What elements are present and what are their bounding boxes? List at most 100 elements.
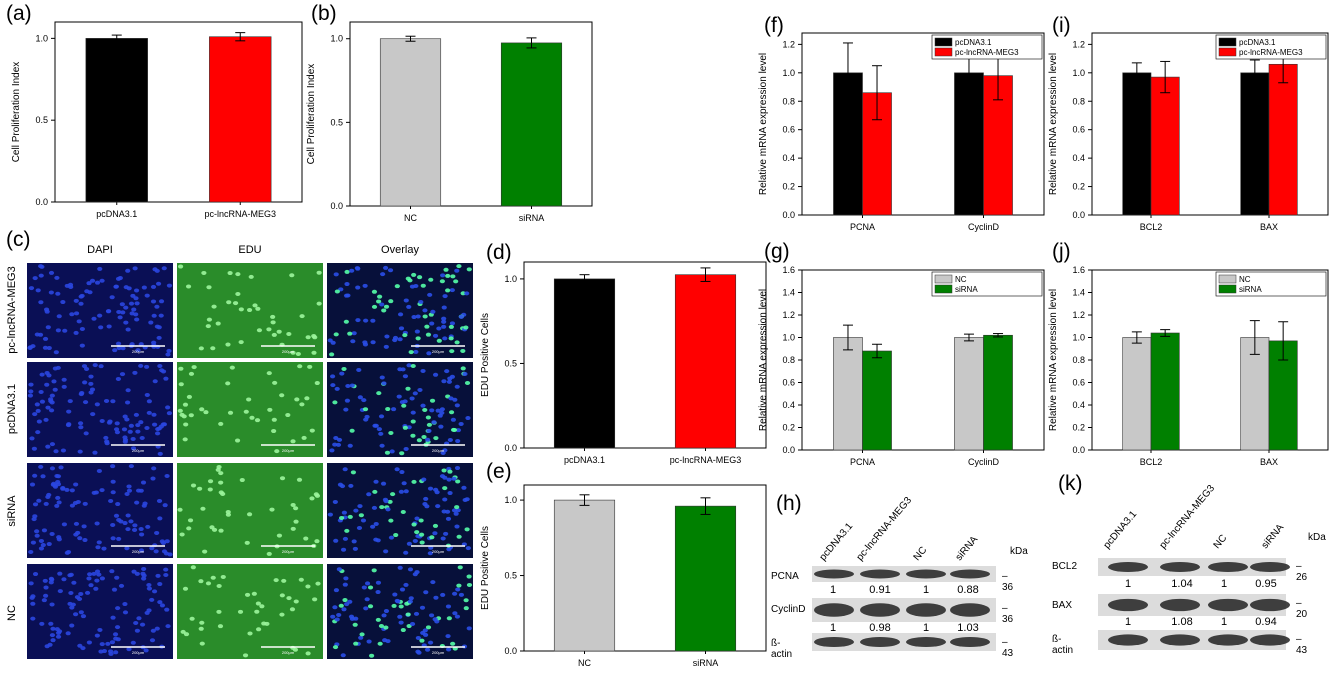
chart-b: 0.0 0.5 1.0 Cell Proliferation Index NC siRNA xyxy=(306,21,593,223)
blot-row-label: PCNA xyxy=(771,571,799,582)
column-header-overlay: Overlay xyxy=(381,244,419,256)
chart-g: 0.0 0.2 0.4 0.6 0.8 1.0 1.2 1.4 1.6 Relative mRNA… xyxy=(758,265,1045,467)
plot-frame xyxy=(1091,32,1329,216)
y-tick-label: 1.0 xyxy=(1072,333,1085,343)
y-axis-label: Cell Proliferation Index xyxy=(306,64,317,165)
y-tick-label: 1.6 xyxy=(1072,265,1085,275)
y-tick-label: 0.2 xyxy=(1072,182,1085,192)
bar xyxy=(553,499,616,652)
blot-row-label: ß-actin xyxy=(771,638,793,660)
bar xyxy=(983,334,1013,451)
y-tick-label: 0.6 xyxy=(1072,125,1085,135)
band-value: 1 xyxy=(1124,578,1132,590)
y-tick-label: 0.5 xyxy=(504,358,517,368)
bar xyxy=(1150,332,1180,451)
bar xyxy=(85,38,148,203)
column-header-dapi: DAPI xyxy=(87,244,113,256)
y-axis-label: Relative mRNA expression level xyxy=(1048,53,1059,195)
legend-swatch xyxy=(934,274,953,284)
legend-label: NC xyxy=(1239,275,1251,284)
x-tick-label: NC xyxy=(578,658,591,668)
y-tick-label: 1.0 xyxy=(504,495,517,505)
y-tick-label: 0.6 xyxy=(782,378,795,388)
kda-marker: – 36 xyxy=(1002,603,1014,625)
plot-frame xyxy=(54,21,303,203)
y-tick-label: 1.6 xyxy=(782,265,795,275)
y-tick-label: 0.6 xyxy=(782,125,795,135)
panel-label-f: (f) xyxy=(764,14,784,37)
y-tick-label: 0.0 xyxy=(1072,210,1085,220)
row-label-nc: NC xyxy=(6,605,18,621)
panel-label-b: (b) xyxy=(311,2,337,25)
band-value: 0.98 xyxy=(869,622,891,634)
y-tick-label: 0.0 xyxy=(330,201,343,211)
legend-label: NC xyxy=(955,275,967,284)
bar xyxy=(1150,76,1180,216)
bar xyxy=(862,350,892,451)
y-tick-label: 0.0 xyxy=(504,646,517,656)
y-tick-label: 0.5 xyxy=(330,117,343,127)
band-value: 0.95 xyxy=(1255,578,1277,590)
x-tick-label: siRNA xyxy=(693,658,719,668)
y-axis-label: Cell Proliferation Index xyxy=(11,62,22,163)
y-tick-label: 1.0 xyxy=(330,34,343,44)
chart-d: 0.0 0.5 1.0 EDU Positive Cells pcDNA3.1 pc-ln… xyxy=(480,261,767,465)
y-axis-label: EDU Positive Cells xyxy=(480,526,491,610)
bar xyxy=(954,337,984,451)
band-value: 1 xyxy=(1220,578,1228,590)
blot-row-label: CyclinD xyxy=(771,604,806,615)
x-tick-label: CyclinD xyxy=(968,457,1000,467)
band-value: 1.04 xyxy=(1171,578,1193,590)
y-tick-label: 1.2 xyxy=(1072,310,1085,320)
plot-frame xyxy=(523,261,767,449)
y-tick-label: 0.0 xyxy=(782,445,795,455)
legend-swatch xyxy=(934,47,953,57)
bar xyxy=(674,274,737,449)
y-tick-label: 0.5 xyxy=(35,115,48,125)
y-tick-label: 0.4 xyxy=(782,153,795,163)
legend-label: siRNA xyxy=(955,285,978,294)
legend-swatch xyxy=(934,284,953,294)
bar xyxy=(833,337,863,451)
y-tick-label: 0.8 xyxy=(1072,355,1085,365)
panel-label-h: (h) xyxy=(776,492,802,515)
band-value: 0.91 xyxy=(869,584,891,596)
chart-e: 0.0 0.5 1.0 EDU Positive Cells NC siRNA xyxy=(480,484,767,668)
chart-i: 0.0 0.2 0.4 0.6 0.8 1.0 1.2 Relative mRNA expre… xyxy=(1048,32,1329,232)
y-tick-label: 1.2 xyxy=(782,310,795,320)
bar xyxy=(1240,337,1270,451)
chart-j: 0.0 0.2 0.4 0.6 0.8 1.0 1.2 1.4 1.6 Relative mRNA… xyxy=(1048,265,1329,467)
y-tick-label: 1.0 xyxy=(504,274,517,284)
y-axis-label: EDU Positive Cells xyxy=(480,313,491,397)
legend-swatch xyxy=(1218,37,1237,47)
y-tick-label: 0.5 xyxy=(504,571,517,581)
legend-label: pc-lncRNA-MEG3 xyxy=(955,48,1019,57)
y-tick-label: 0.0 xyxy=(782,210,795,220)
kda-marker: – 20 xyxy=(1296,598,1308,620)
bar xyxy=(1122,72,1152,216)
bar xyxy=(1122,337,1152,451)
y-tick-label: 0.0 xyxy=(35,197,48,207)
plot-frame xyxy=(801,32,1045,216)
panel-label-j: (j) xyxy=(1052,240,1071,263)
panel-label-c: (c) xyxy=(6,228,31,251)
plot-frame xyxy=(523,484,767,652)
x-tick-label: siRNA xyxy=(519,213,545,223)
x-tick-label: pc-lncRNA-MEG3 xyxy=(204,209,276,219)
y-tick-label: 1.0 xyxy=(1072,68,1085,78)
y-tick-label: 0.0 xyxy=(1072,445,1085,455)
y-tick-label: 1.4 xyxy=(1072,288,1085,298)
x-tick-label: CyclinD xyxy=(968,222,1000,232)
bar xyxy=(674,505,737,652)
x-tick-label: BAX xyxy=(1260,457,1278,467)
band-value: 1 xyxy=(1220,616,1228,628)
y-tick-label: 0.2 xyxy=(1072,423,1085,433)
x-tick-label: PCNA xyxy=(850,457,875,467)
panel-label-k: (k) xyxy=(1058,472,1083,495)
bar xyxy=(1240,72,1270,216)
band-value: 0.88 xyxy=(957,584,979,596)
y-tick-label: 1.4 xyxy=(782,288,795,298)
kda-marker: – 43 xyxy=(1296,634,1308,656)
kda-marker: – 43 xyxy=(1002,637,1014,659)
